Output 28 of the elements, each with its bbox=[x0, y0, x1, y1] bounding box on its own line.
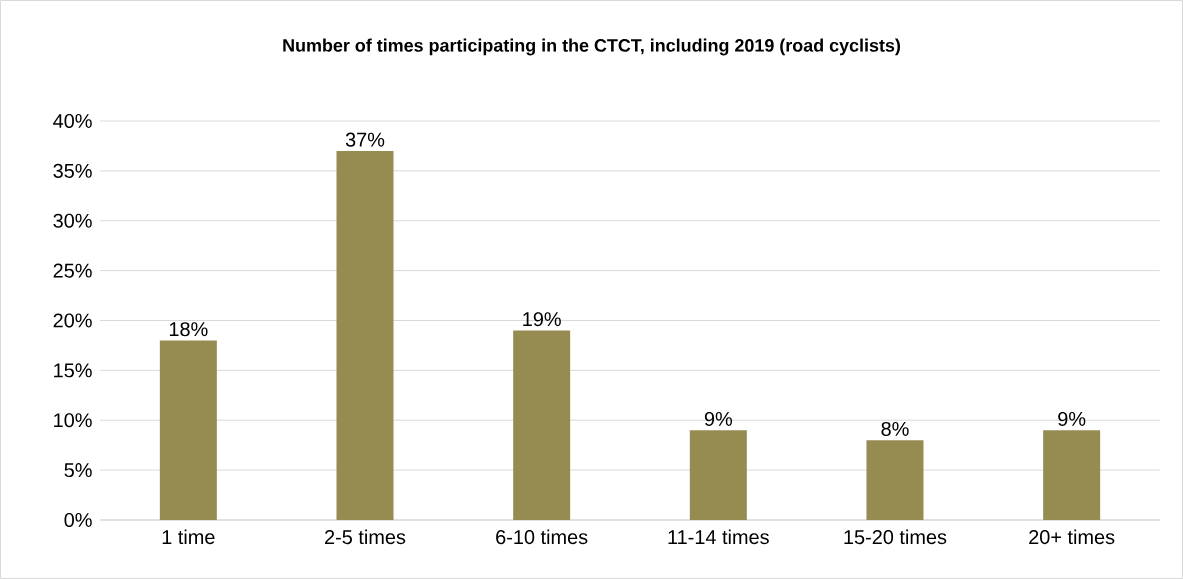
y-tick-label: 10% bbox=[54, 413, 92, 428]
bar bbox=[159, 340, 217, 520]
y-tick-label: 20% bbox=[53, 313, 92, 328]
data-label: 8% bbox=[881, 421, 909, 436]
y-tick-label: 15% bbox=[54, 363, 92, 378]
data-label: 9% bbox=[1058, 411, 1086, 426]
y-tick-label: 25% bbox=[53, 263, 92, 278]
x-tick-label: 11-14 times bbox=[668, 529, 769, 545]
x-tick-label: 2-5 times bbox=[325, 529, 406, 545]
bar bbox=[689, 430, 747, 520]
data-label: 19% bbox=[523, 312, 561, 327]
data-label: 9% bbox=[704, 411, 732, 426]
x-tick-label: 20+ times bbox=[1029, 529, 1115, 545]
chart-title: Number of times participating in the CTCT, including 2019 (road cyclists) bbox=[283, 38, 900, 56]
y-tick-label: 5% bbox=[64, 463, 92, 478]
y-tick-label: 0% bbox=[64, 512, 92, 528]
bar bbox=[1043, 430, 1101, 520]
bar bbox=[336, 150, 394, 520]
y-tick-label: 35% bbox=[53, 163, 92, 178]
y-tick-label: 40% bbox=[53, 113, 92, 129]
x-tick-label: 1 time bbox=[162, 529, 215, 545]
bar bbox=[866, 440, 924, 520]
x-tick-label: 6-10 times bbox=[496, 529, 588, 545]
bar bbox=[513, 330, 571, 520]
data-label: 18% bbox=[169, 322, 208, 337]
data-label: 37% bbox=[345, 132, 385, 147]
x-tick-label: 15-20 times bbox=[844, 529, 947, 545]
y-tick-label: 30% bbox=[53, 213, 92, 228]
